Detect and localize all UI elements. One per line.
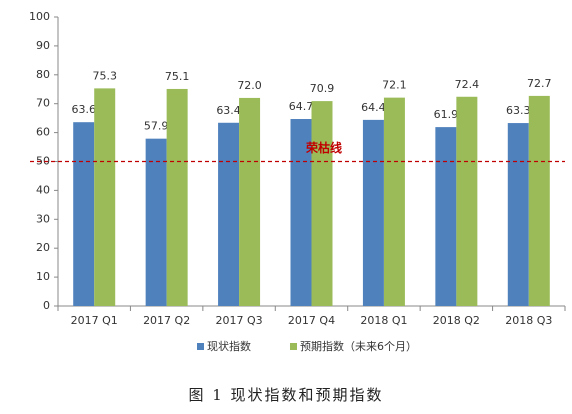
value-label: 72.1 [382,79,407,92]
y-tick-label: 90 [36,39,50,52]
bar [94,88,116,307]
reference-label: 荣枯线 [305,140,342,155]
x-tick-label: 2018 Q3 [505,314,552,327]
value-label: 63.3 [506,104,531,117]
bar [290,119,312,306]
bar [218,122,240,306]
bar [73,122,95,306]
value-label: 64.7 [289,100,314,113]
bar [456,96,478,306]
legend-swatch [290,343,297,350]
bar [145,138,167,306]
y-tick-label: 0 [43,299,50,312]
value-label: 63.6 [71,103,96,116]
value-label: 57.9 [144,120,169,133]
legend-swatch [197,343,204,350]
value-label: 70.9 [310,82,335,95]
x-tick-label: 2018 Q2 [433,314,480,327]
caption: 图 1 现状指数和预期指数 [188,386,383,404]
legend-label: 预期指数（未来6个月） [300,339,417,353]
bar [507,123,529,306]
y-tick-label: 50 [36,155,50,168]
bar [435,127,457,306]
value-label: 72.4 [455,78,480,91]
value-label: 72.0 [237,79,262,92]
x-tick-label: 2017 Q3 [215,314,262,327]
value-label: 63.4 [216,104,241,117]
y-tick-label: 40 [36,183,50,196]
bar [362,119,384,306]
bar [239,97,261,306]
x-tick-label: 2017 Q2 [143,314,190,327]
value-label: 75.1 [165,70,190,83]
value-label: 64.4 [361,101,386,114]
bar [383,97,405,306]
y-tick-label: 60 [36,126,50,139]
legend-label: 现状指数 [207,339,251,353]
value-label: 75.3 [92,69,117,82]
y-tick-label: 30 [36,212,50,225]
bar [311,101,333,306]
value-label: 72.7 [527,77,552,90]
value-label: 61.9 [434,108,459,121]
y-tick-label: 100 [29,10,50,23]
y-tick-label: 80 [36,68,50,81]
y-tick-label: 10 [36,270,50,283]
x-tick-label: 2018 Q1 [360,314,407,327]
y-tick-label: 70 [36,97,50,110]
y-tick-label: 20 [36,241,50,254]
x-tick-label: 2017 Q4 [288,314,335,327]
bar [166,88,188,306]
x-tick-label: 2017 Q1 [71,314,118,327]
bar [528,95,550,306]
